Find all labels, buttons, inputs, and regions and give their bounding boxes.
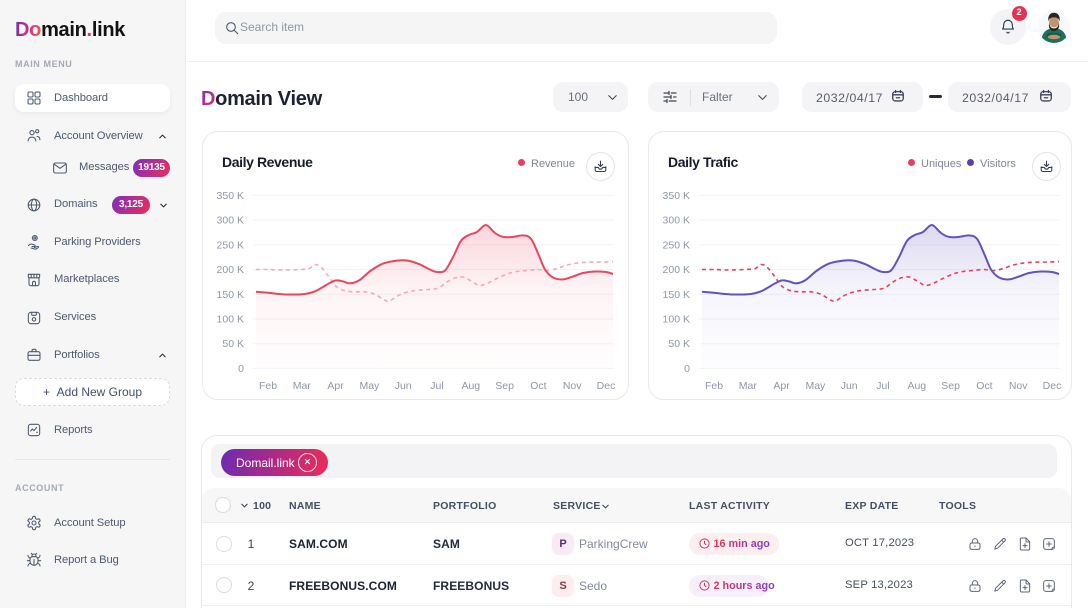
svg-text:300 K: 300 K [217, 215, 244, 227]
svg-text:150 K: 150 K [663, 289, 690, 301]
svg-text:0: 0 [238, 363, 244, 375]
svg-text:Feb: Feb [705, 380, 723, 392]
svg-text:Nov: Nov [563, 380, 582, 392]
svg-text:Jul: Jul [876, 380, 889, 392]
svg-text:Dec: Dec [1043, 380, 1062, 392]
svg-text:Jul: Jul [430, 380, 443, 392]
svg-text:Jun: Jun [395, 380, 412, 392]
svg-text:Mar: Mar [739, 380, 758, 392]
svg-text:250 K: 250 K [217, 239, 244, 251]
svg-text:250 K: 250 K [663, 239, 690, 251]
svg-text:350 K: 350 K [217, 190, 244, 202]
svg-text:150 K: 150 K [217, 289, 244, 301]
svg-text:100 K: 100 K [217, 314, 244, 326]
svg-text:Apr: Apr [327, 380, 344, 392]
svg-text:50 K: 50 K [222, 338, 244, 350]
svg-text:300 K: 300 K [663, 215, 690, 227]
svg-text:Sep: Sep [495, 380, 514, 392]
svg-text:200 K: 200 K [217, 264, 244, 276]
svg-text:Mar: Mar [293, 380, 312, 392]
svg-text:Oct: Oct [976, 380, 992, 392]
svg-text:Feb: Feb [259, 380, 277, 392]
svg-text:200 K: 200 K [663, 264, 690, 276]
svg-text:100 K: 100 K [663, 314, 690, 326]
svg-text:Aug: Aug [907, 380, 926, 392]
svg-text:50 K: 50 K [668, 338, 690, 350]
svg-text:Nov: Nov [1009, 380, 1028, 392]
svg-text:May: May [359, 380, 380, 392]
svg-text:350 K: 350 K [663, 190, 690, 202]
svg-text:Jun: Jun [841, 380, 858, 392]
svg-text:0: 0 [684, 363, 690, 375]
svg-text:Dec: Dec [597, 380, 616, 392]
svg-text:Oct: Oct [530, 380, 546, 392]
svg-text:Sep: Sep [941, 380, 960, 392]
svg-text:Apr: Apr [773, 380, 790, 392]
svg-text:May: May [805, 380, 826, 392]
svg-text:Aug: Aug [461, 380, 480, 392]
